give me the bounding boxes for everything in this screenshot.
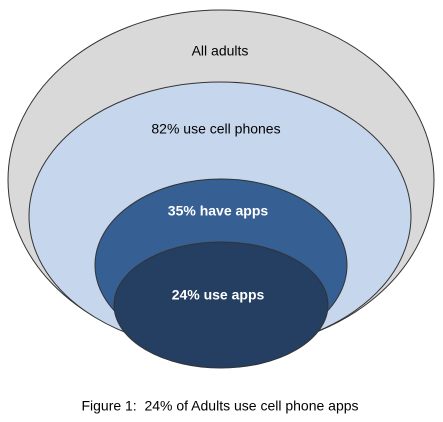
node-label: 82% use cell phones (151, 121, 280, 137)
node-label: 35% have apps (168, 203, 269, 219)
inner-ellipse (113, 241, 329, 369)
node-label: 24% use apps (172, 287, 265, 303)
caption: Figure 1: 24% of Adults use cell phone a… (81, 398, 358, 414)
node-label: All adults (192, 43, 249, 59)
